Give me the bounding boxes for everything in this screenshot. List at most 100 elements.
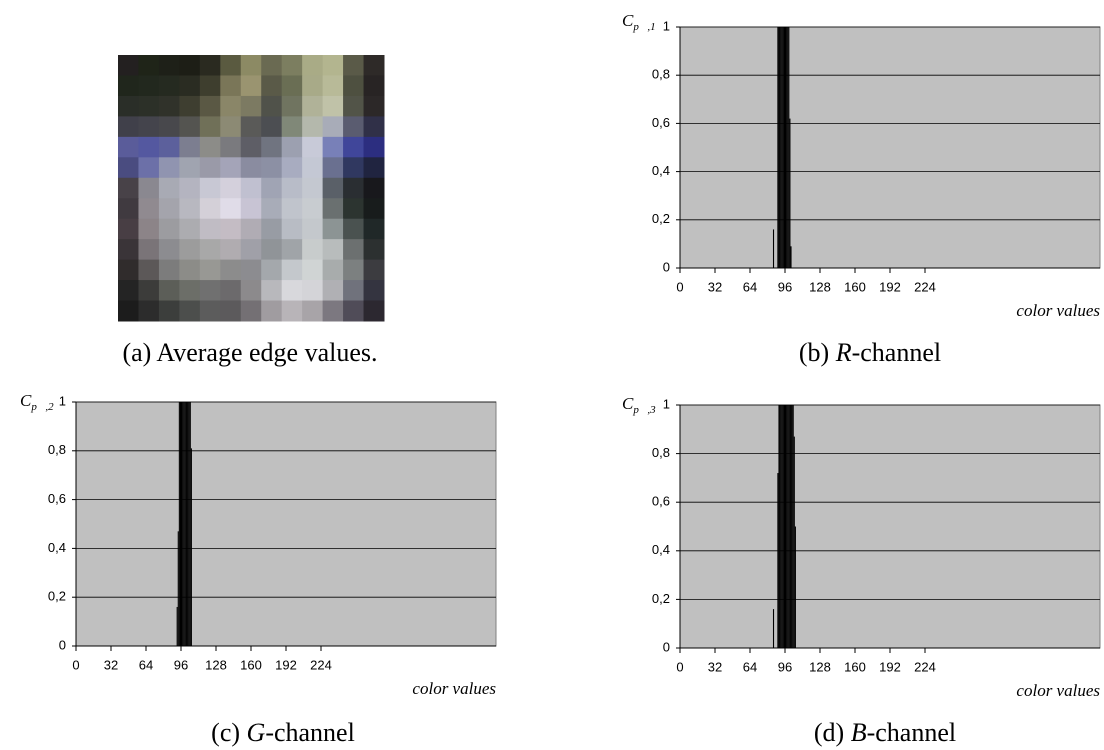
pixel: [261, 157, 282, 178]
y-tick-label: 1: [59, 393, 66, 408]
pixel: [261, 75, 282, 96]
edge-image: [118, 55, 385, 322]
pixel: [179, 219, 200, 240]
bar: [792, 405, 793, 648]
pixel: [220, 219, 241, 240]
bar: [178, 531, 179, 646]
x-tick-label: 160: [844, 659, 866, 674]
pixel: [159, 178, 180, 199]
pixel: [364, 55, 385, 76]
pixel: [138, 75, 159, 96]
pixel: [118, 116, 139, 137]
y-tick-label: 0,4: [652, 542, 670, 557]
plot-area: [680, 405, 1100, 648]
pixel: [261, 280, 282, 301]
pixel: [364, 219, 385, 240]
caption-label: (c): [211, 718, 240, 747]
caption: (d) B-channel: [814, 718, 956, 747]
y-tick-label: 0,6: [652, 494, 670, 509]
bar: [782, 405, 783, 648]
x-tick-label: 160: [240, 657, 262, 672]
pixel: [159, 301, 180, 322]
pixel: [220, 116, 241, 137]
pixel: [220, 239, 241, 260]
x-tick-label: 96: [174, 657, 188, 672]
y-tick-label: 1: [663, 396, 670, 411]
pixel: [323, 96, 344, 117]
pixel: [118, 157, 139, 178]
pixel: [200, 301, 221, 322]
pixel: [179, 157, 200, 178]
y-axis-label-main: C: [622, 11, 634, 30]
pixel: [159, 137, 180, 158]
plot-area: [680, 27, 1100, 268]
pixel: [241, 96, 262, 117]
pixel: [323, 178, 344, 199]
pixel: [282, 280, 303, 301]
bar: [777, 473, 778, 648]
y-axis-label-sub: p⃗,3: [632, 404, 656, 416]
bar: [789, 119, 790, 268]
pixel: [241, 157, 262, 178]
pixel: [118, 301, 139, 322]
pixel: [179, 137, 200, 158]
x-tick-label: 64: [743, 659, 757, 674]
caption-text: -channel: [867, 718, 957, 747]
pixel: [159, 198, 180, 219]
bar: [781, 27, 782, 268]
x-tick-label: 0: [676, 279, 683, 294]
bar: [188, 402, 189, 646]
pixel: [159, 219, 180, 240]
pixel: [261, 55, 282, 76]
bar: [783, 27, 784, 268]
y-tick-label: 0,8: [652, 67, 670, 82]
caption-label: (b): [799, 338, 829, 367]
pixel: [159, 239, 180, 260]
y-tick-label: 0,4: [652, 163, 670, 178]
x-tick-label: 192: [879, 279, 901, 294]
bar: [180, 402, 181, 646]
pixel: [261, 96, 282, 117]
pixel: [343, 157, 364, 178]
pixel: [241, 219, 262, 240]
bar: [190, 402, 191, 646]
pixel: [323, 219, 344, 240]
pixel: [241, 75, 262, 96]
y-axis-label-main: C: [20, 391, 32, 410]
y-tick-label: 0: [663, 259, 670, 274]
pixel: [118, 198, 139, 219]
pixel: [179, 280, 200, 301]
pixel: [220, 96, 241, 117]
pixel: [179, 116, 200, 137]
y-tick-label: 0,6: [652, 115, 670, 130]
bar: [787, 405, 788, 648]
pixel: [118, 260, 139, 281]
pixel: [138, 96, 159, 117]
bar: [191, 448, 192, 646]
bar: [780, 27, 781, 268]
bar: [182, 402, 183, 646]
pixel: [179, 301, 200, 322]
bar: [184, 402, 185, 646]
y-tick-label: 0,4: [48, 540, 66, 555]
pixel: [138, 55, 159, 76]
caption-text: -channel: [852, 338, 942, 367]
pixel: [220, 178, 241, 199]
pixel: [138, 178, 159, 199]
x-tick-label: 0: [72, 657, 79, 672]
pixel: [323, 280, 344, 301]
pixel: [200, 157, 221, 178]
pixel: [220, 260, 241, 281]
x-tick-label: 192: [879, 659, 901, 674]
pixel: [302, 280, 323, 301]
bar: [773, 609, 774, 648]
x-tick-label: 0: [676, 659, 683, 674]
pixel: [261, 219, 282, 240]
bar: [790, 246, 791, 268]
pixel: [200, 75, 221, 96]
pixel: [159, 75, 180, 96]
pixel: [323, 137, 344, 158]
bar: [773, 229, 774, 268]
